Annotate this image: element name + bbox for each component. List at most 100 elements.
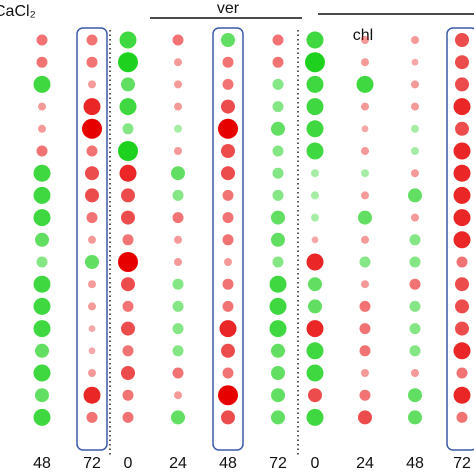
dot bbox=[411, 124, 419, 133]
x-label: 48 bbox=[406, 455, 424, 472]
dot bbox=[272, 34, 284, 46]
dot bbox=[361, 147, 369, 155]
dot bbox=[221, 144, 235, 158]
dot bbox=[409, 345, 421, 357]
dot bbox=[121, 277, 135, 292]
dot bbox=[119, 164, 137, 182]
x-label: 72 bbox=[83, 455, 101, 472]
dot bbox=[119, 31, 137, 49]
dot bbox=[85, 255, 99, 269]
dot bbox=[122, 234, 134, 246]
dot bbox=[453, 164, 471, 182]
dot bbox=[411, 58, 419, 66]
dot bbox=[409, 234, 421, 246]
dot bbox=[409, 256, 421, 268]
dot bbox=[269, 320, 287, 338]
dot bbox=[311, 213, 319, 222]
dot bbox=[409, 300, 421, 312]
dot bbox=[33, 75, 51, 93]
highlight-box bbox=[76, 27, 108, 451]
dot bbox=[361, 280, 369, 289]
dot bbox=[272, 145, 284, 157]
dot bbox=[306, 31, 324, 49]
dot bbox=[174, 80, 182, 89]
dot bbox=[88, 347, 96, 355]
dot bbox=[361, 125, 369, 133]
dot bbox=[272, 78, 284, 90]
dot bbox=[306, 253, 324, 271]
dot bbox=[121, 77, 135, 92]
dot bbox=[172, 367, 184, 379]
dot bbox=[35, 388, 49, 403]
dot bbox=[306, 142, 324, 160]
dot bbox=[122, 345, 134, 357]
dot bbox=[356, 75, 374, 93]
dot bbox=[174, 391, 182, 400]
dot bbox=[409, 323, 421, 335]
dot bbox=[86, 212, 98, 224]
dot bbox=[38, 102, 46, 111]
dot bbox=[305, 52, 325, 73]
dot bbox=[311, 169, 319, 178]
dot bbox=[88, 280, 96, 289]
x-label: 48 bbox=[219, 455, 237, 472]
dot bbox=[121, 366, 135, 380]
x-label: 48 bbox=[33, 455, 51, 472]
dot bbox=[311, 191, 319, 200]
dot bbox=[88, 325, 96, 332]
dot bbox=[222, 367, 234, 379]
dot bbox=[453, 142, 471, 160]
dot bbox=[411, 102, 419, 111]
dot bbox=[35, 343, 49, 358]
x-label: 24 bbox=[356, 455, 374, 472]
dot bbox=[86, 145, 98, 157]
dot bbox=[272, 56, 284, 68]
dot bbox=[82, 118, 102, 139]
dot bbox=[308, 299, 322, 314]
dot bbox=[408, 188, 422, 203]
dot bbox=[359, 389, 371, 401]
dot bbox=[218, 385, 238, 406]
dot bbox=[224, 258, 232, 266]
dot bbox=[456, 367, 468, 379]
dot bbox=[118, 52, 138, 73]
dot bbox=[222, 278, 234, 290]
dot bbox=[361, 102, 369, 111]
dot bbox=[359, 300, 371, 312]
dot bbox=[411, 147, 419, 155]
dot bbox=[455, 77, 469, 92]
dot bbox=[172, 278, 184, 290]
dot bbox=[174, 58, 182, 67]
dot bbox=[271, 210, 285, 225]
dot bbox=[453, 342, 471, 360]
dot bbox=[411, 80, 419, 89]
dot bbox=[33, 164, 51, 182]
dot bbox=[308, 277, 322, 292]
highlight-box bbox=[212, 27, 244, 451]
dot bbox=[172, 323, 184, 335]
dot bbox=[122, 300, 134, 312]
dot bbox=[222, 56, 234, 68]
dot bbox=[86, 411, 98, 423]
dot bbox=[456, 256, 468, 268]
dot bbox=[33, 297, 51, 315]
dot bbox=[88, 369, 96, 377]
dot bbox=[121, 188, 135, 203]
dot bbox=[361, 58, 369, 67]
dot bbox=[222, 78, 234, 90]
dot bbox=[221, 33, 235, 47]
dot bbox=[36, 56, 48, 68]
dot bbox=[306, 120, 324, 138]
dot bbox=[361, 235, 369, 244]
x-label: 72 bbox=[453, 455, 471, 472]
dot bbox=[361, 191, 369, 200]
dot bbox=[306, 408, 324, 426]
dot bbox=[83, 386, 101, 404]
dot bbox=[118, 141, 138, 161]
dot bbox=[455, 299, 469, 314]
dot bbox=[33, 364, 51, 382]
dot bbox=[453, 98, 471, 116]
dot bbox=[118, 252, 138, 272]
dot bbox=[221, 410, 235, 425]
dot bbox=[271, 410, 285, 425]
